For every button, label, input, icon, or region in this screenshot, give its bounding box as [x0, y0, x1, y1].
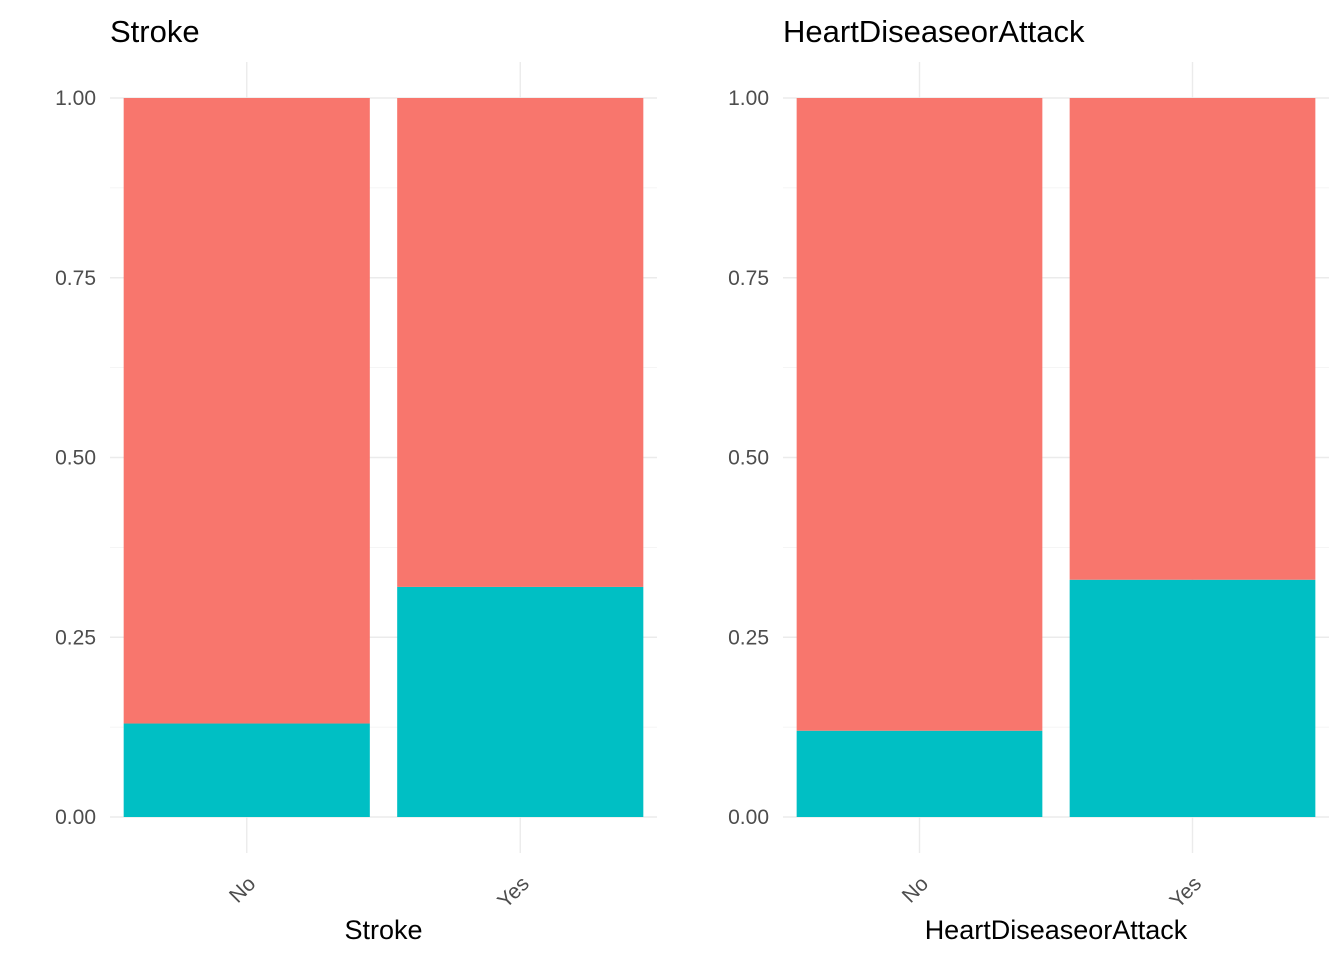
- bar-yes-segment-1: [1069, 579, 1316, 817]
- x-axis-title: HeartDiseaseorAttack: [925, 915, 1188, 945]
- bar-yes-segment-1: [397, 586, 644, 817]
- y-tick-label: 0.75: [728, 267, 769, 290]
- panel-1: 0.00 0.25 0.50 0.75 1.00 No Yes Stroke Stroke: [55, 14, 657, 945]
- panel-title: HeartDiseaseorAttack: [783, 14, 1085, 49]
- y-tick-label: 0.50: [55, 447, 96, 470]
- bar-yes-segment-2: [1069, 98, 1316, 580]
- y-tick-label: 1.00: [55, 87, 96, 110]
- x-tick-label: Yes: [493, 872, 533, 912]
- x-tick-label: No: [225, 872, 260, 907]
- bar-yes-segment-2: [397, 98, 644, 587]
- bar-no-segment-1: [123, 723, 370, 817]
- y-tick-label: 0.00: [728, 806, 769, 829]
- y-tick-label: 0.75: [55, 267, 96, 290]
- x-axis-title: Stroke: [344, 915, 422, 945]
- bar-no-segment-1: [796, 730, 1043, 817]
- y-tick-label: 0.25: [728, 626, 769, 649]
- x-tick-label: Yes: [1166, 872, 1206, 912]
- bar-no-segment-2: [123, 98, 370, 724]
- y-tick-label: 0.50: [728, 447, 769, 470]
- x-tick-label: No: [898, 872, 933, 907]
- panel-title: Stroke: [110, 14, 200, 49]
- y-tick-label: 0.25: [55, 626, 96, 649]
- y-tick-label: 1.00: [728, 87, 769, 110]
- bar-no-segment-2: [796, 98, 1043, 731]
- y-tick-label: 0.00: [55, 806, 96, 829]
